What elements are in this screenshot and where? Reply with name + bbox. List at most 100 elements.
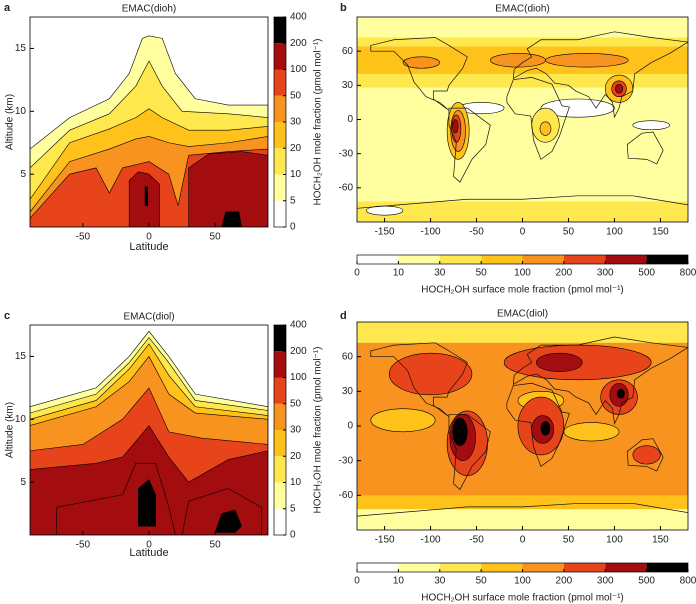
x-tick-label: -50 — [469, 227, 484, 238]
contour-region — [388, 352, 473, 396]
colorbar-label: HOCH₂OH mole fraction (pmol mol⁻¹) — [313, 347, 324, 514]
y-tick-label: 30 — [342, 386, 354, 397]
x-tick-label: -100 — [421, 535, 441, 546]
colorbar-tick-label: 50 — [290, 90, 302, 101]
colorbar-swatch — [274, 17, 286, 44]
y-tick-label: 10 — [15, 414, 27, 425]
x-axis-label: Latitude — [129, 241, 168, 253]
coastline — [448, 414, 491, 491]
panel-label: d — [340, 310, 347, 322]
colorbar-tick-label: 300 — [597, 576, 614, 587]
colorbar-swatch — [357, 255, 399, 264]
colorbar-swatch — [274, 69, 286, 96]
contour-region — [402, 56, 441, 69]
x-tick-label: 150 — [652, 227, 669, 238]
colorbar-swatch — [274, 122, 286, 149]
colorbar-swatch — [646, 255, 688, 264]
contour-region — [539, 121, 552, 136]
coastline — [506, 382, 570, 467]
y-tick-label: 30 — [342, 80, 354, 91]
y-tick-label: -60 — [339, 182, 354, 193]
colorbar-swatch — [605, 255, 647, 264]
contour-region — [181, 488, 262, 535]
panel-label: a — [4, 2, 11, 14]
x-tick-label: -100 — [421, 227, 441, 238]
colorbar-swatch — [646, 563, 688, 572]
x-tick-label: -150 — [375, 535, 395, 546]
colorbar-swatch — [398, 255, 440, 264]
colorbar-tick-label: 30 — [290, 117, 302, 128]
contour-region — [357, 201, 688, 222]
colorbar-tick-label: 50 — [476, 576, 488, 587]
panel-label: b — [340, 2, 347, 14]
x-tick-label: -50 — [76, 540, 91, 551]
contour-region — [357, 509, 688, 530]
colorbar-swatch — [274, 508, 286, 535]
colorbar-tick-label: 300 — [597, 268, 614, 279]
y-tick-label: 60 — [342, 46, 354, 57]
y-tick-label: 15 — [15, 43, 27, 54]
contour-region — [188, 151, 268, 227]
y-tick-label: 5 — [20, 169, 26, 180]
x-axis-label: Latitude — [129, 547, 168, 559]
contour-region — [144, 186, 148, 206]
colorbar-swatch — [274, 43, 286, 70]
panel-label: c — [4, 310, 10, 322]
x-tick-label: 50 — [210, 232, 222, 243]
colorbar-label: HOCH₂OH mole fraction (pmol mol⁻¹) — [313, 39, 324, 206]
colorbar-swatch — [274, 148, 286, 175]
colorbar-swatch — [481, 255, 523, 264]
coastline — [357, 195, 688, 209]
contour-region — [632, 445, 661, 465]
colorbar-tick-label: 500 — [638, 576, 655, 587]
coastline — [512, 31, 688, 119]
chart-title: EMAC(diol) — [123, 312, 174, 323]
y-tick-label: 60 — [342, 351, 354, 362]
colorbar-tick-label: 200 — [556, 576, 573, 587]
contour-region — [138, 479, 156, 527]
colorbar-tick-label: 10 — [393, 576, 405, 587]
x-tick-label: 0 — [146, 540, 152, 551]
colorbar-tick-label: 10 — [290, 477, 302, 488]
colorbar-tick-label: 400 — [290, 320, 307, 331]
colorbar-swatch — [274, 482, 286, 509]
chart-title: EMAC(dioh) — [122, 4, 176, 15]
colorbar-swatch — [481, 563, 523, 572]
coastline — [370, 37, 468, 111]
colorbar-swatch — [274, 403, 286, 430]
colorbar-swatch — [274, 174, 286, 201]
colorbar-swatch — [439, 255, 482, 264]
coastline — [626, 438, 664, 472]
colorbar-swatch — [274, 430, 286, 457]
x-tick-label: 0 — [520, 227, 526, 238]
x-tick-label: -150 — [375, 227, 395, 238]
colorbar-swatch — [274, 200, 286, 227]
coastline — [448, 107, 491, 183]
colorbar-swatch — [274, 95, 286, 122]
x-tick-label: -50 — [76, 232, 91, 243]
colorbar-swatch — [563, 255, 606, 264]
colorbar-swatch — [563, 563, 606, 572]
contour-region — [615, 83, 624, 94]
y-tick-label: 10 — [15, 106, 27, 117]
x-tick-label: 150 — [652, 535, 669, 546]
y-axis-label: Altitude (km) — [5, 94, 16, 150]
coastline — [512, 336, 688, 425]
y-tick-label: 15 — [15, 351, 27, 362]
colorbar-tick-label: 100 — [514, 576, 531, 587]
y-tick-label: 0 — [347, 114, 353, 125]
colorbar-swatch — [274, 456, 286, 483]
colorbar-label: HOCH₂OH surface mole fraction (pmol mol⁻… — [421, 593, 624, 604]
colorbar-tick-label: 100 — [290, 372, 307, 383]
y-tick-label: 5 — [20, 477, 26, 488]
colorbar-tick-label: 0 — [290, 530, 296, 541]
x-tick-label: 50 — [210, 540, 222, 551]
x-tick-label: 100 — [606, 227, 623, 238]
colorbar-swatch — [274, 325, 286, 352]
colorbar-tick-label: 30 — [290, 425, 302, 436]
contour-region — [616, 388, 625, 399]
plot-area — [357, 17, 688, 222]
contour-region — [540, 421, 551, 436]
colorbar-tick-label: 5 — [290, 195, 296, 206]
